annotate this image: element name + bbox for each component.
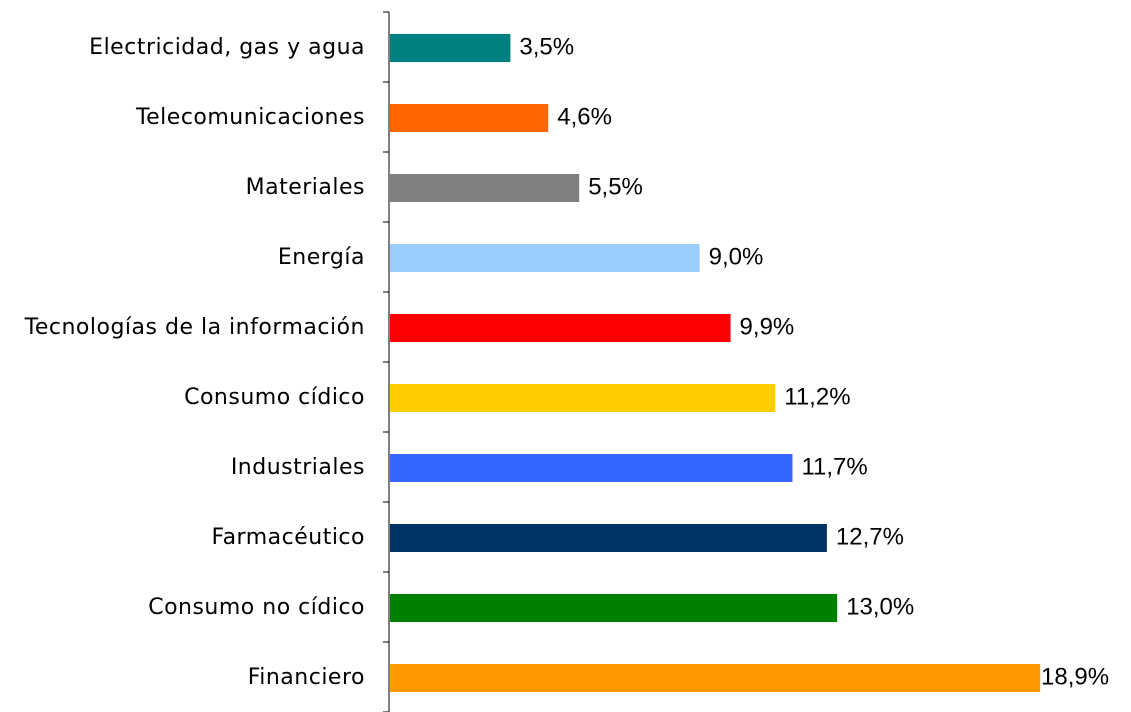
category-label: Financiero: [248, 665, 365, 690]
bar: [390, 524, 827, 552]
category-label: Telecomunicaciones: [135, 105, 365, 130]
value-label: 5,5%: [588, 173, 643, 200]
bar: [390, 594, 838, 622]
category-label: Energía: [278, 245, 365, 270]
bar: [390, 104, 549, 132]
category-label: Electricidad, gas y agua: [89, 35, 365, 60]
bar: [390, 454, 793, 482]
bar: [390, 664, 1041, 692]
category-label: Farmacéutico: [211, 525, 365, 550]
bar: [390, 34, 511, 62]
value-label: 12,7%: [836, 523, 904, 550]
bar: [390, 314, 731, 342]
value-label: 18,9%: [1041, 663, 1109, 690]
value-label: 4,6%: [557, 103, 612, 130]
category-label: Consumo no cídico: [148, 595, 365, 620]
value-label: 13,0%: [846, 593, 914, 620]
value-label: 11,7%: [801, 453, 867, 480]
value-label: 3,5%: [519, 33, 574, 60]
category-label: Tecnologías de la información: [24, 315, 365, 340]
value-label: 9,0%: [709, 243, 764, 270]
bar: [390, 244, 700, 272]
bar: [390, 174, 580, 202]
category-label: Industriales: [231, 455, 365, 480]
category-label: Materiales: [246, 175, 365, 200]
bar: [390, 384, 776, 412]
category-label: Consumo cídico: [184, 385, 365, 410]
value-label: 9,9%: [740, 313, 795, 340]
value-label: 11,2%: [784, 383, 850, 410]
